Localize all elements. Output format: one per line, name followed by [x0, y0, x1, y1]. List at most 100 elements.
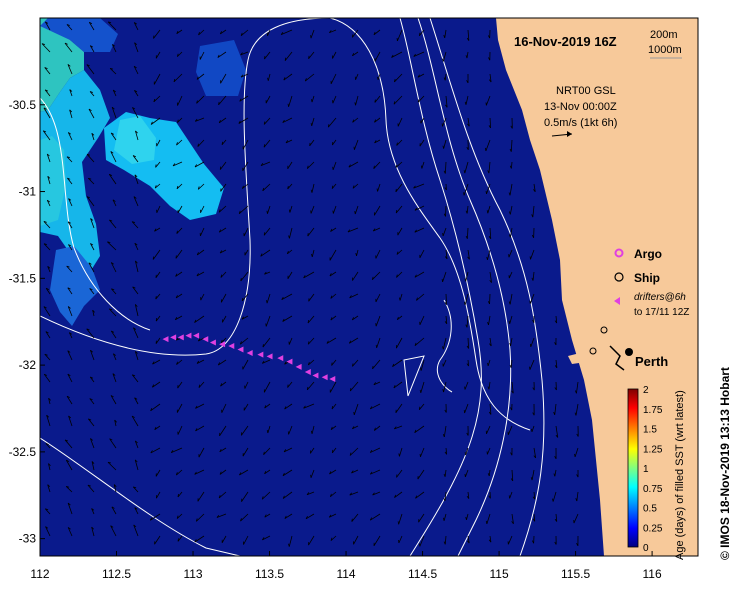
current-arrow-head	[134, 459, 138, 463]
current-arrow	[89, 91, 95, 97]
current-arrow	[110, 395, 117, 405]
current-arrow	[530, 337, 535, 347]
current-arrow-head	[90, 349, 93, 353]
current-arrow-head	[397, 521, 400, 525]
current-arrow-head	[241, 297, 244, 302]
current-arrow	[111, 107, 117, 119]
current-arrow	[198, 29, 205, 36]
drifter-point	[295, 363, 302, 370]
current-arrow-head	[68, 244, 72, 247]
current-arrow-head	[66, 395, 70, 398]
current-arrow-head	[67, 502, 71, 506]
current-arrow	[555, 315, 558, 324]
current-arrow-head	[260, 163, 264, 166]
current-arrow	[156, 139, 161, 147]
current-arrow	[47, 176, 51, 185]
lon-tick-label: 114.5	[408, 567, 437, 581]
current-arrow	[508, 271, 513, 279]
current-arrow	[352, 315, 359, 321]
current-arrow	[242, 183, 249, 189]
current-arrow	[219, 425, 227, 437]
current-arrow-head	[66, 24, 70, 26]
current-arrow-head	[555, 434, 559, 438]
current-arrow	[533, 513, 536, 522]
current-arrow-head	[66, 156, 70, 159]
current-arrow-head	[311, 253, 313, 257]
current-arrow	[331, 183, 337, 189]
current-arrow	[67, 306, 73, 317]
current-arrow	[219, 249, 227, 254]
current-arrow	[240, 513, 249, 522]
drifter-point	[170, 334, 177, 341]
current-arrow-head	[466, 80, 469, 84]
current-arrow-head	[552, 498, 554, 502]
current-arrow	[392, 359, 403, 367]
drifter-point	[228, 343, 235, 350]
current-arrow	[352, 29, 359, 38]
current-arrow	[134, 459, 139, 471]
current-arrow	[443, 425, 447, 437]
current-arrow	[260, 249, 271, 257]
current-arrow-head	[261, 360, 265, 364]
drifter-point	[219, 341, 226, 348]
current-arrow	[488, 161, 491, 174]
current-arrow-head	[196, 100, 198, 104]
current-arrow	[414, 227, 425, 233]
current-arrow-head	[45, 526, 49, 529]
current-arrow-head	[264, 56, 266, 60]
current-arrow-head	[508, 301, 511, 305]
current-arrow	[310, 469, 315, 478]
current-arrow	[511, 513, 514, 524]
current-arrow	[413, 51, 425, 57]
current-arrow	[153, 29, 161, 39]
current-arrow-head	[43, 107, 47, 110]
current-arrow-head	[196, 76, 199, 80]
current-arrow-head	[154, 185, 157, 189]
current-arrow-head	[310, 189, 313, 193]
current-arrow	[132, 486, 139, 493]
current-arrow	[486, 513, 491, 525]
current-arrow-head	[282, 119, 285, 123]
plot-frame	[39, 17, 699, 557]
current-arrow	[134, 440, 139, 449]
drifter-point	[202, 336, 209, 343]
current-arrow	[444, 29, 447, 38]
current-arrow	[176, 227, 183, 234]
lon-tick-label: 113.5	[255, 567, 284, 581]
current-arrow-head	[263, 144, 266, 148]
current-arrow-head	[330, 537, 333, 541]
colorbar-tick-label: 1.5	[643, 425, 657, 436]
current-arrow-head	[284, 57, 287, 61]
current-arrow-head	[372, 228, 376, 232]
current-arrow	[395, 205, 403, 214]
current-arrow	[576, 491, 579, 502]
current-arrow-head	[177, 119, 179, 123]
current-arrow-head	[175, 337, 179, 341]
current-arrow	[264, 513, 271, 518]
current-arrow	[489, 117, 492, 128]
current-arrow	[90, 243, 95, 251]
current-arrow-head	[111, 106, 115, 110]
current-arrow-head	[509, 211, 511, 215]
current-arrow-head	[238, 210, 241, 214]
current-arrow-head	[369, 517, 373, 521]
current-arrow	[413, 183, 425, 189]
current-arrow-head	[198, 32, 200, 36]
current-arrow	[110, 330, 117, 339]
current-arrow-head	[372, 492, 375, 496]
current-arrow	[374, 425, 381, 431]
current-arrow-head	[91, 508, 95, 511]
current-arrow-head	[132, 286, 136, 289]
current-arrow	[66, 395, 73, 405]
current-arrow	[465, 95, 469, 105]
current-arrow-head	[197, 143, 199, 147]
current-arrow-head	[531, 540, 535, 544]
current-arrow-head	[574, 390, 577, 394]
current-arrow-head	[135, 440, 138, 444]
current-arrow	[489, 227, 492, 239]
current-arrow-head	[488, 539, 492, 543]
current-arrow-head	[575, 498, 578, 502]
current-arrow-head	[489, 279, 492, 283]
current-arrow	[282, 491, 293, 499]
current-arrow	[489, 535, 492, 543]
